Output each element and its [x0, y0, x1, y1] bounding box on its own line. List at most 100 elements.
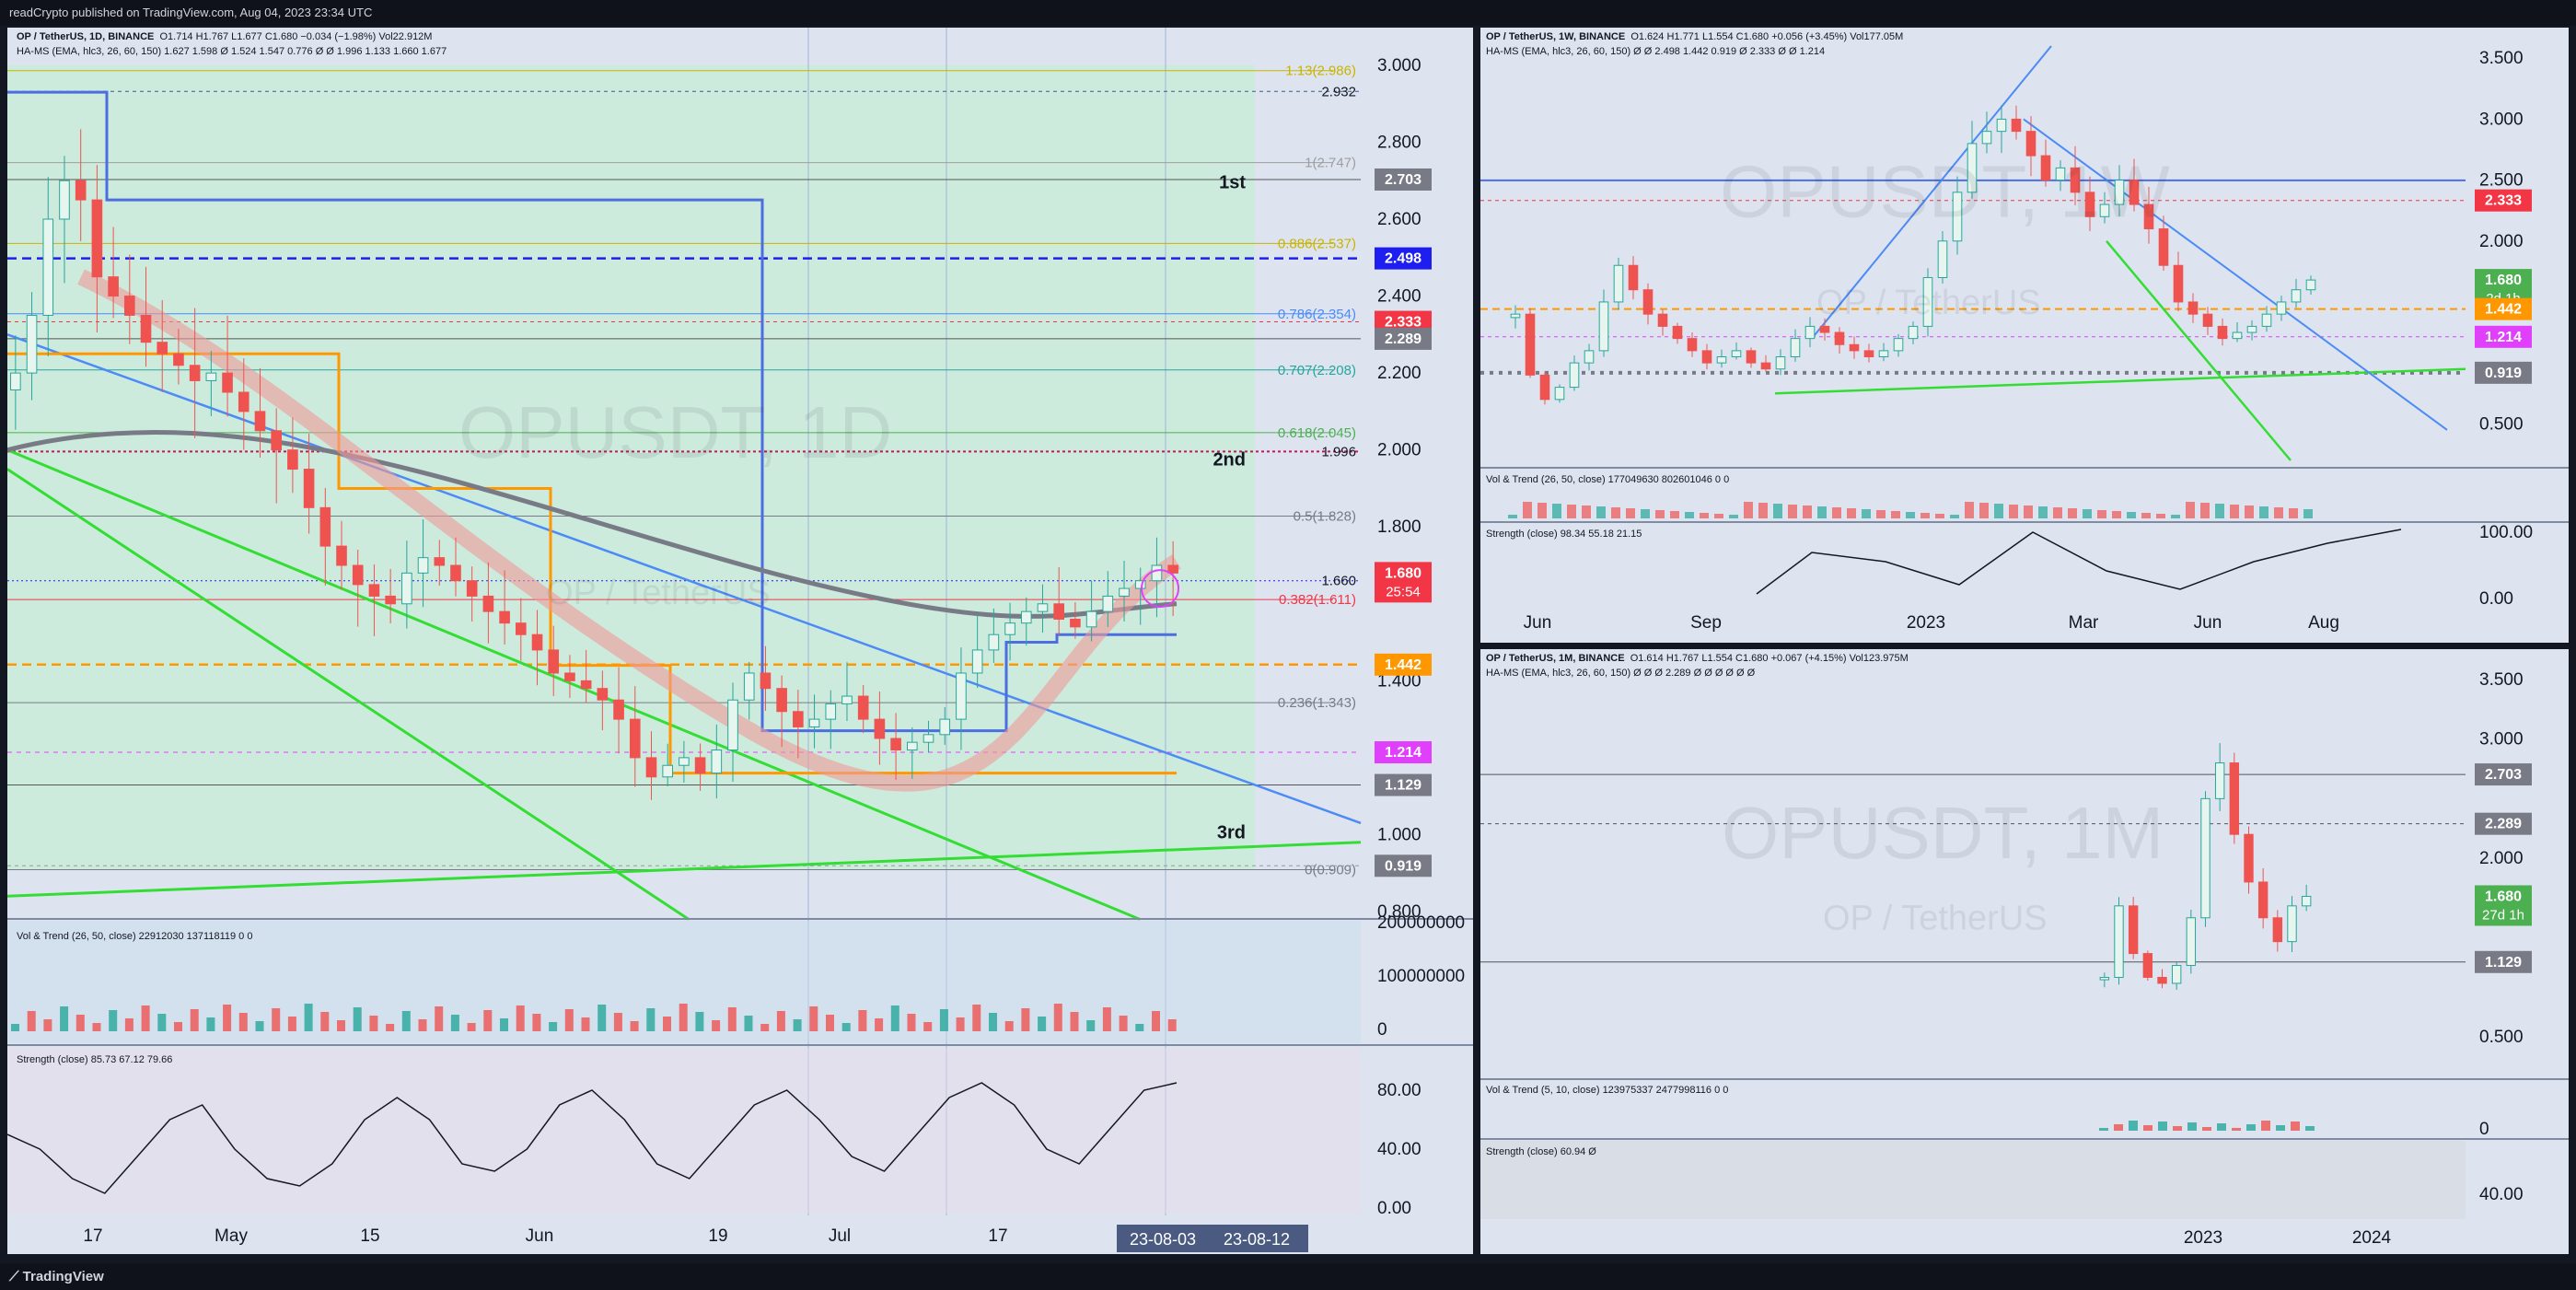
weekly-volume-bar — [1641, 509, 1650, 518]
weekly-candle — [2070, 167, 2081, 193]
weekly-candle — [1642, 289, 1654, 315]
weekly-price-badge-text: 1.214 — [2485, 330, 2522, 345]
weekly-volume-bar — [1537, 503, 1547, 518]
daily-candle — [91, 199, 103, 278]
monthly-chart-pane[interactable]: OPUSDT, 1M OP / TetherUS 3.500 3.000 2.000 0.… — [1480, 649, 2569, 1254]
daily-zone-label-2nd: 2nd — [1213, 449, 1246, 470]
weekly-price-badge-text: 1.442 — [2485, 302, 2522, 318]
daily-volume-bar — [75, 1015, 85, 1031]
weekly-volume-bar — [1552, 504, 1561, 518]
weekly-x-label: Mar — [2069, 613, 2099, 633]
weekly-volume-bar — [1817, 506, 1827, 518]
daily-level-label: 2.932 — [1321, 84, 1356, 99]
daily-price-badge-bg — [1375, 854, 1432, 877]
weekly-volume-bar — [1700, 513, 1709, 518]
daily-volume-bar — [109, 1010, 118, 1031]
daily-volume-bar — [386, 1024, 395, 1031]
monthly-volume-bar — [2173, 1126, 2182, 1131]
daily-volume-bar — [695, 1012, 704, 1031]
daily-candle — [597, 688, 609, 701]
daily-candle — [694, 757, 706, 774]
daily-volume-bar — [875, 1018, 884, 1031]
daily-chart-pane[interactable]: 1.13(2.986) 1(2.747) 0.886(2.537) 0.786(2.3… — [7, 28, 1473, 1254]
weekly-volume-bar — [1714, 514, 1723, 518]
weekly-candle — [1849, 343, 1860, 352]
weekly-candle — [2246, 325, 2257, 333]
weekly-candle — [1613, 264, 1624, 303]
daily-volume-bar — [483, 1010, 493, 1031]
weekly-volume-bar — [1596, 506, 1606, 518]
daily-volume-bar — [1152, 1011, 1160, 1031]
monthly-volume-bar — [2129, 1121, 2138, 1131]
weekly-chart-pane[interactable]: OPUSDT, 1W OP / TetherUS 3.500 3.000 2.500 2.… — [1480, 28, 2569, 643]
weekly-volume-bar — [2171, 515, 2180, 518]
weekly-candle — [1525, 313, 1536, 376]
daily-x-label: 17 — [83, 1226, 102, 1246]
daily-volume-bar — [1119, 1016, 1128, 1031]
weekly-volume-bar — [1788, 505, 1797, 518]
daily-candle — [956, 672, 967, 720]
weekly-price-badge-text: 1.680 — [2485, 273, 2522, 288]
weekly-volume-bar — [2186, 502, 2195, 518]
daily-fib-label: 0.618(2.045) — [1278, 425, 1356, 441]
weekly-candle — [1687, 338, 1698, 352]
daily-price-badge-sub: 25:54 — [1386, 584, 1421, 599]
daily-volume-bar — [712, 1020, 721, 1031]
daily-price-badge-text: 1.680 — [1385, 565, 1421, 581]
tradingview-logo[interactable]: ⟋ TradingView — [9, 1269, 104, 1284]
daily-candle — [580, 680, 592, 690]
weekly-volume-bar — [2024, 506, 2033, 518]
daily-candle — [825, 703, 837, 720]
daily-candle — [10, 372, 21, 390]
monthly-volume-bar — [2246, 1124, 2256, 1131]
monthly-candle — [2287, 905, 2297, 943]
daily-candle — [319, 506, 331, 547]
weekly-y-tick: 3.500 — [2479, 49, 2524, 68]
weekly-volume-bar — [1965, 502, 1974, 518]
monthly-candle — [2157, 976, 2167, 984]
daily-candle — [26, 314, 38, 374]
daily-price-badge-text: 0.919 — [1385, 858, 1421, 874]
monthly-price-badge-bg — [2475, 950, 2532, 973]
daily-candle — [890, 738, 901, 751]
daily-price-badge-bg — [1375, 327, 1432, 350]
daily-candle — [857, 695, 869, 720]
daily-candle — [205, 372, 217, 381]
monthly-chart[interactable]: OPUSDT, 1M OP / TetherUS 3.500 3.000 2.000 0.… — [1480, 649, 2569, 1254]
daily-candle — [482, 595, 494, 612]
monthly-price-badge-text: 1.680 — [2485, 889, 2522, 904]
daily-candle — [629, 718, 641, 759]
monthly-volume-bar — [2187, 1122, 2197, 1131]
daily-x-label: Jun — [526, 1226, 554, 1246]
weekly-watermark: OPUSDT, 1W — [1720, 150, 2170, 232]
daily-trendline-green-support — [7, 841, 1362, 898]
weekly-candle — [1584, 350, 1595, 364]
weekly-candle — [1908, 325, 1919, 340]
weekly-price-badge-bg — [2475, 325, 2532, 348]
daily-volume-bar — [174, 1022, 182, 1031]
weekly-indicator-legend: HA-MS (EMA, hlc3, 26, 60, 150) Ø Ø 2.498… — [1486, 46, 1826, 57]
monthly-candle — [2114, 905, 2124, 978]
weekly-volume-bar — [2009, 505, 2018, 518]
monthly-watermark: OPUSDT, 1M — [1722, 792, 2164, 874]
daily-volume-bar — [141, 1005, 150, 1031]
weekly-volume-bar — [2230, 505, 2239, 518]
weekly-candle — [1834, 331, 1845, 345]
monthly-volume-legend: Vol & Trend (5, 10, close) 123975337 247… — [1486, 1085, 1728, 1096]
daily-candle — [368, 584, 380, 597]
daily-fib-label: 0.236(1.343) — [1278, 695, 1356, 711]
daily-x-label: 19 — [708, 1226, 727, 1246]
weekly-volume-bar — [2083, 509, 2092, 518]
daily-candle — [971, 649, 983, 674]
daily-candle — [1167, 564, 1178, 574]
footer-bar: ⟋ TradingView — [0, 1263, 2576, 1290]
weekly-chart[interactable]: OPUSDT, 1W OP / TetherUS 3.500 3.000 2.500 2.… — [1480, 28, 2569, 643]
daily-volume-bar — [206, 1017, 215, 1031]
weekly-volume-bar — [1670, 511, 1679, 518]
daily-volume-bar — [1135, 1024, 1144, 1031]
weekly-volume-bar — [2215, 504, 2224, 518]
daily-price-badge-bg — [1375, 247, 1432, 270]
weekly-candle — [2055, 167, 2066, 181]
daily-chart[interactable]: 1.13(2.986) 1(2.747) 0.886(2.537) 0.786(2.3… — [7, 28, 1473, 1254]
daily-volume-bar — [27, 1011, 36, 1031]
